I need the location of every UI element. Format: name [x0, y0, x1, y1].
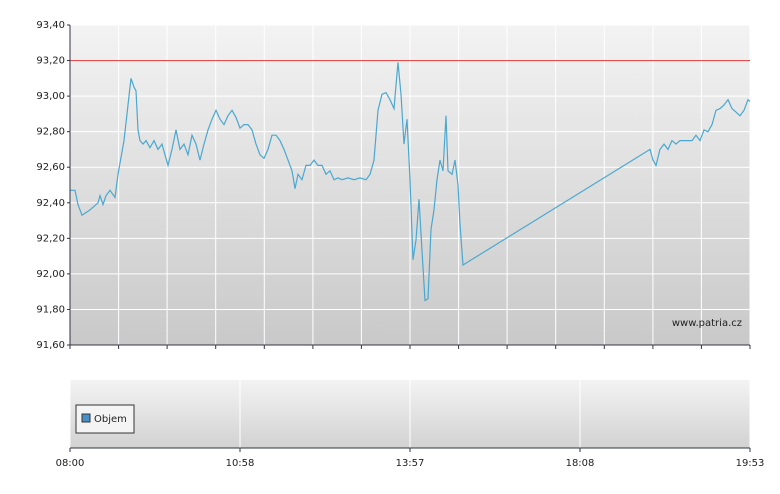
y-tick-label: 92,40: [36, 198, 65, 209]
legend-box: [75, 404, 135, 434]
legend-label: Objem: [94, 414, 127, 425]
x-tick-label: 10:58: [226, 458, 255, 469]
y-tick-label: 92,20: [36, 233, 65, 244]
y-tick-label: 93,00: [36, 91, 65, 102]
legend-swatch: [81, 413, 91, 423]
x-tick-label: 18:08: [566, 458, 595, 469]
y-tick-label: 91,80: [36, 304, 65, 315]
y-tick-label: 93,20: [36, 56, 65, 67]
price-line: [70, 62, 751, 302]
x-tick-label: 08:00: [56, 458, 85, 469]
y-tick-label: 92,80: [36, 127, 65, 138]
y-tick-label: 93,40: [36, 20, 65, 31]
watermark: www.patria.cz: [672, 318, 742, 329]
y-tick-label: 91,60: [36, 340, 65, 351]
x-tick-label: 19:53: [736, 458, 765, 469]
y-tick-label: 92,00: [36, 269, 65, 280]
y-tick-label: 92,60: [36, 162, 65, 173]
x-tick-label: 13:57: [396, 458, 425, 469]
